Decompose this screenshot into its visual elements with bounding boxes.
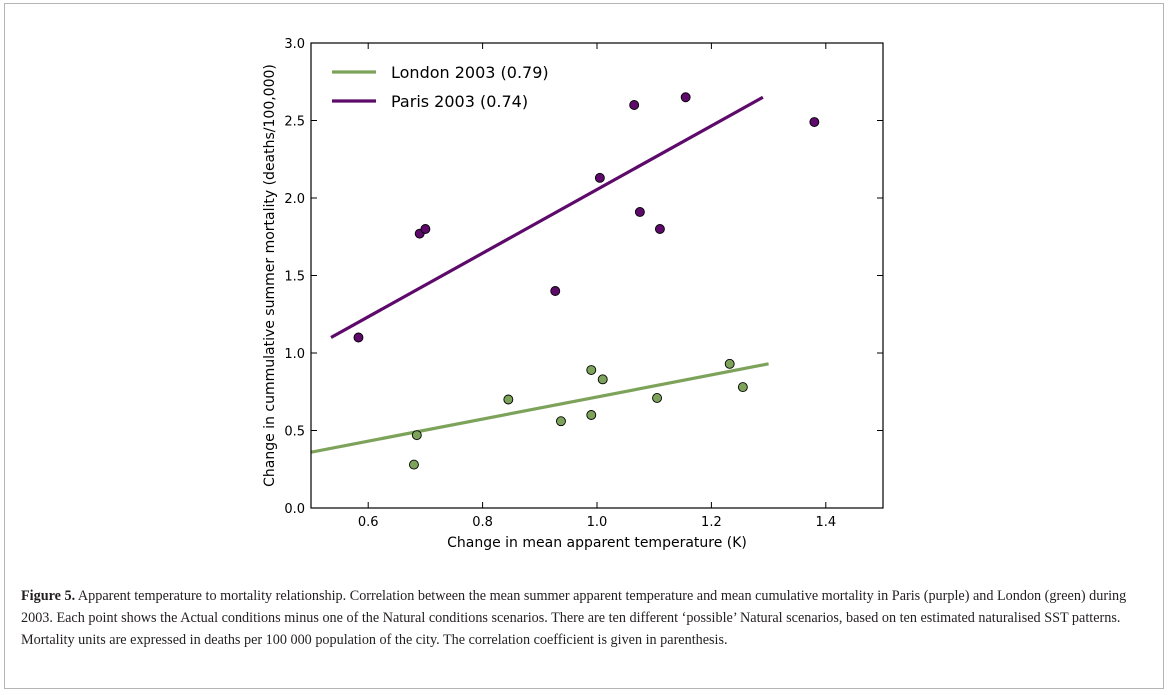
y-tick-label: 2.5 — [284, 115, 305, 130]
scatter-chart: 0.6 0.8 1.0 1.2 1.4 0.0 0.5 1.0 1.5 2.0 2.5 3.0 Lond… — [262, 37, 884, 551]
y-tick-label: 0.5 — [284, 425, 305, 440]
paris-data-point — [680, 92, 691, 103]
london-data-point — [586, 410, 597, 420]
london-data-point — [556, 416, 566, 427]
london-data-point — [724, 358, 735, 369]
paris-data-point — [353, 332, 364, 343]
legend-label: London 2003 (0.79) — [391, 63, 549, 82]
paris-fit-line — [330, 95, 764, 339]
y-axis-label: Change in cummulative summer mortality (… — [262, 64, 278, 487]
paris-data-point — [550, 286, 561, 296]
london-data-point — [586, 365, 597, 375]
y-tick-label: 0.0 — [284, 502, 305, 517]
plot-frame — [310, 42, 884, 509]
caption-label: Figure 5. — [21, 588, 76, 604]
figure-caption: Figure 5. Apparent temperature to mortal… — [21, 585, 1161, 651]
paris-data-point — [420, 224, 431, 234]
x-tick-label: 1.0 — [587, 515, 608, 530]
paris-data-point — [594, 172, 605, 183]
x-tick-label: 0.6 — [358, 515, 379, 530]
caption-text: Apparent temperature to mortality relati… — [21, 588, 1127, 648]
london-data-point — [411, 430, 422, 441]
x-tick-label: 1.2 — [701, 515, 722, 530]
london-data-point — [409, 459, 419, 470]
paris-data-point — [629, 100, 640, 110]
paris-data-point — [809, 117, 820, 128]
y-tick-label: 1.5 — [284, 270, 305, 285]
x-axis-label: Change in mean apparent temperature (K) — [447, 535, 747, 551]
paris-data-point — [634, 206, 645, 217]
london-data-point — [503, 394, 514, 405]
x-tick-label: 1.4 — [815, 515, 836, 530]
legend-label: Paris 2003 (0.74) — [391, 92, 528, 111]
y-tick-label: 1.0 — [284, 347, 305, 362]
london-data-point — [597, 374, 608, 385]
figure-frame: 0.6 0.8 1.0 1.2 1.4 0.0 0.5 1.0 1.5 2.0 2.5 3.0 Lond… — [4, 3, 1164, 689]
y-tick-label: 3.0 — [284, 37, 305, 52]
x-tick-label: 0.8 — [472, 515, 493, 530]
london-data-point — [737, 382, 748, 393]
london-fit-line — [311, 362, 769, 454]
paris-data-point — [654, 224, 665, 234]
london-data-point — [652, 393, 663, 403]
y-tick-label: 2.0 — [284, 192, 305, 207]
